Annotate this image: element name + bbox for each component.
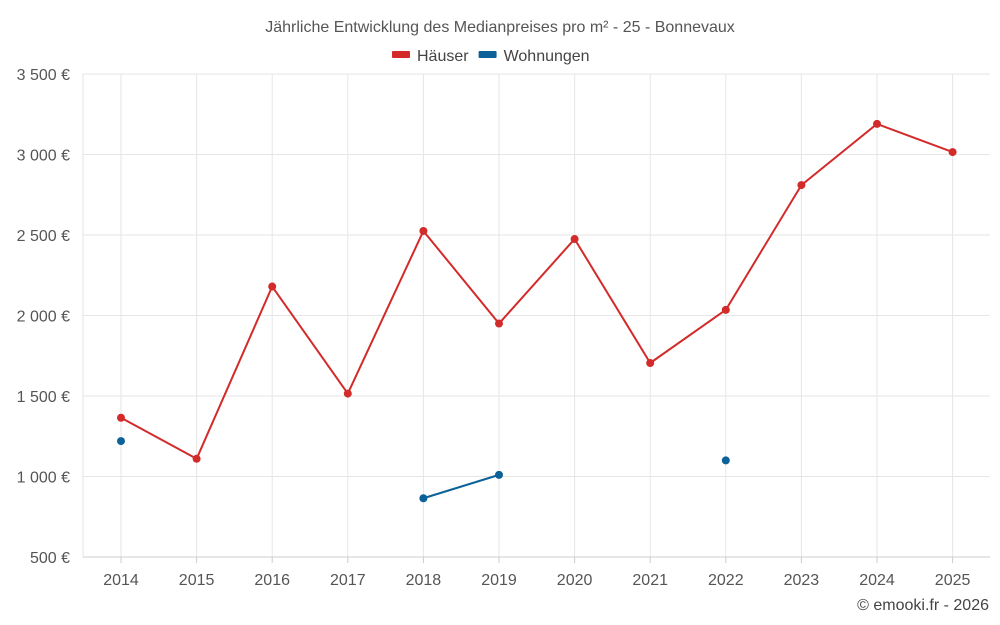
data-point-haeuser[interactable] (721, 305, 730, 314)
y-tick-label: 3 500 € (17, 67, 70, 84)
legend-label: Häuser (417, 48, 469, 65)
series-line-segment-haeuser (422, 229, 500, 325)
legend-item-wohnungen[interactable]: Wohnungen (478, 48, 590, 65)
x-tick-label: 2020 (557, 572, 593, 589)
series-line-segment-haeuser (649, 308, 727, 364)
axes: 500 € 1 000 € 1 500 € 2 000 € 2 500 € 3 000 €… (17, 67, 990, 589)
data-point-haeuser[interactable] (343, 389, 352, 398)
data-point-haeuser[interactable] (495, 319, 503, 328)
series-line-segment-haeuser (271, 285, 349, 395)
data-point-wohnungen[interactable] (117, 437, 125, 446)
data-point-haeuser[interactable] (797, 181, 806, 190)
series-line-segment-haeuser (876, 122, 954, 154)
data-point-haeuser[interactable] (873, 119, 881, 128)
y-tick-label: 2 500 € (17, 228, 70, 245)
x-tick-label: 2021 (632, 572, 668, 589)
x-tick-label: 2025 (935, 572, 971, 589)
y-tick-label: 500 € (30, 550, 70, 567)
x-tick-label: 2016 (254, 572, 290, 589)
series-line-segment-haeuser (573, 238, 652, 364)
series (117, 119, 957, 503)
legend-label: Wohnungen (504, 48, 590, 65)
series-line-segment-haeuser (195, 285, 274, 460)
y-tick-label: 1 000 € (17, 470, 70, 487)
data-point-haeuser[interactable] (570, 235, 579, 244)
legend-swatch (478, 51, 497, 58)
legend-item-haeuser[interactable]: Häuser (392, 48, 469, 65)
chart-title: Jährliche Entwicklung des Medianpreises … (265, 19, 735, 36)
series-line-segment-wohnungen (422, 473, 500, 500)
data-point-haeuser[interactable] (646, 358, 655, 367)
x-tick-label: 2022 (708, 572, 744, 589)
data-point-haeuser[interactable] (117, 413, 125, 422)
x-tick-label: 2018 (406, 572, 442, 589)
x-tick-label: 2014 (103, 572, 139, 589)
data-point-wohnungen[interactable] (721, 456, 730, 465)
y-tick-label: 1 500 € (17, 389, 70, 406)
data-point-haeuser[interactable] (419, 226, 428, 235)
y-tick-label: 2 000 € (17, 309, 70, 326)
data-point-wohnungen[interactable] (495, 470, 503, 479)
legend-swatch (392, 51, 410, 58)
series-line-segment-haeuser (346, 229, 425, 395)
series-haeuser (117, 119, 957, 463)
series-line-segment-haeuser (120, 416, 198, 460)
data-point-haeuser[interactable] (948, 148, 957, 157)
x-tick-label: 2019 (481, 572, 517, 589)
series-wohnungen (117, 437, 730, 503)
series-line-segment-haeuser (724, 184, 803, 311)
data-point-haeuser[interactable] (192, 454, 201, 463)
x-tick-label: 2024 (859, 572, 895, 589)
data-point-wohnungen[interactable] (419, 494, 428, 503)
data-point-haeuser[interactable] (268, 282, 277, 291)
series-line-segment-haeuser (498, 238, 576, 325)
x-tick-label: 2017 (330, 572, 366, 589)
y-tick-label: 3 000 € (17, 148, 70, 165)
grid (82, 73, 990, 557)
x-tick-label: 2023 (784, 572, 820, 589)
credit-text: © emooki.fr - 2026 (857, 597, 989, 614)
series-line-segment-haeuser (800, 122, 878, 187)
legend[interactable]: Häuser Wohnungen (392, 48, 590, 65)
x-tick-label: 2015 (179, 572, 215, 589)
